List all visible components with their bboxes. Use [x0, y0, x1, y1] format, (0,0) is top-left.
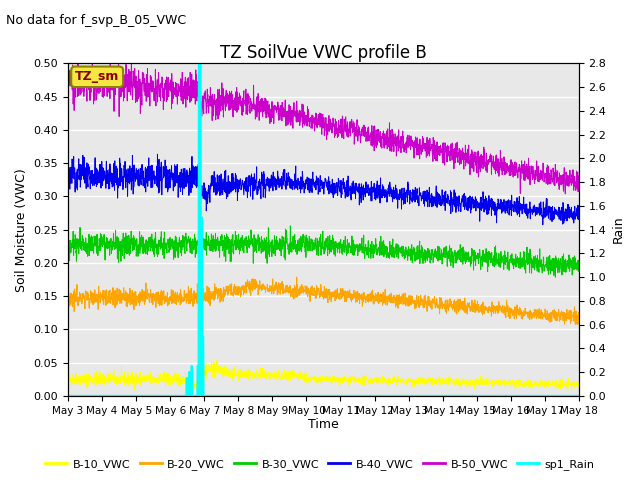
Title: TZ SoilVue VWC profile B: TZ SoilVue VWC profile B — [220, 44, 427, 62]
Y-axis label: Soil Moisture (VWC): Soil Moisture (VWC) — [15, 168, 28, 291]
B-10_VWC — [213, 357, 221, 363]
B-40_VWC — [561, 218, 568, 224]
sp1_Rain — [195, 60, 203, 66]
B-20_VWC — [467, 303, 474, 309]
B-50_VWC — [64, 81, 72, 86]
Line: B-40_VWC: B-40_VWC — [68, 154, 579, 225]
B-20_VWC — [575, 313, 582, 319]
B-30_VWC — [552, 275, 559, 280]
B-40_VWC — [64, 182, 72, 188]
B-30_VWC — [467, 264, 474, 269]
B-50_VWC — [561, 165, 568, 170]
B-10_VWC — [561, 382, 568, 388]
B-20_VWC — [293, 274, 301, 280]
B-40_VWC — [539, 222, 547, 228]
B-40_VWC — [300, 179, 307, 185]
Line: sp1_Rain: sp1_Rain — [68, 63, 579, 396]
B-20_VWC — [561, 315, 568, 321]
sp1_Rain — [64, 393, 72, 399]
B-10_VWC — [184, 388, 192, 394]
B-40_VWC — [575, 203, 582, 209]
Text: No data for f_svp_B_05_VWC: No data for f_svp_B_05_VWC — [6, 14, 186, 27]
Legend: B-10_VWC, B-20_VWC, B-30_VWC, B-40_VWC, B-50_VWC, sp1_Rain: B-10_VWC, B-20_VWC, B-30_VWC, B-40_VWC, … — [41, 455, 599, 474]
sp1_Rain — [560, 393, 568, 399]
B-30_VWC — [561, 262, 568, 267]
B-50_VWC — [313, 111, 321, 117]
X-axis label: Time: Time — [308, 419, 339, 432]
Line: B-20_VWC: B-20_VWC — [68, 277, 579, 324]
B-20_VWC — [300, 290, 307, 296]
B-40_VWC — [90, 182, 98, 188]
Text: TZ_sm: TZ_sm — [75, 70, 119, 84]
Line: B-10_VWC: B-10_VWC — [68, 360, 579, 391]
B-50_VWC — [127, 51, 135, 57]
B-40_VWC — [313, 177, 321, 182]
B-50_VWC — [300, 102, 307, 108]
B-20_VWC — [90, 299, 98, 304]
B-50_VWC — [560, 166, 568, 172]
B-10_VWC — [90, 378, 98, 384]
B-50_VWC — [575, 173, 582, 179]
B-10_VWC — [64, 375, 72, 381]
Line: B-30_VWC: B-30_VWC — [68, 226, 579, 277]
B-10_VWC — [575, 383, 582, 389]
B-30_VWC — [300, 231, 307, 237]
B-50_VWC — [467, 160, 474, 166]
B-20_VWC — [64, 298, 72, 303]
B-10_VWC — [313, 377, 321, 383]
B-20_VWC — [574, 322, 582, 327]
B-50_VWC — [90, 84, 98, 90]
sp1_Rain — [90, 393, 98, 399]
B-20_VWC — [313, 283, 321, 288]
B-50_VWC — [561, 191, 569, 197]
B-10_VWC — [300, 377, 307, 383]
sp1_Rain — [561, 393, 568, 399]
B-20_VWC — [560, 309, 568, 315]
sp1_Rain — [300, 393, 307, 399]
B-30_VWC — [313, 252, 321, 258]
B-10_VWC — [561, 381, 568, 387]
sp1_Rain — [467, 393, 474, 399]
B-30_VWC — [90, 233, 98, 239]
B-40_VWC — [154, 151, 161, 157]
sp1_Rain — [575, 393, 582, 399]
B-30_VWC — [64, 247, 72, 252]
B-30_VWC — [575, 268, 582, 274]
B-40_VWC — [561, 209, 568, 215]
Line: B-50_VWC: B-50_VWC — [68, 54, 579, 194]
sp1_Rain — [313, 393, 321, 399]
Y-axis label: Rain: Rain — [612, 216, 625, 243]
B-30_VWC — [561, 269, 568, 275]
B-30_VWC — [287, 223, 294, 229]
B-40_VWC — [467, 206, 474, 212]
B-10_VWC — [467, 383, 475, 389]
